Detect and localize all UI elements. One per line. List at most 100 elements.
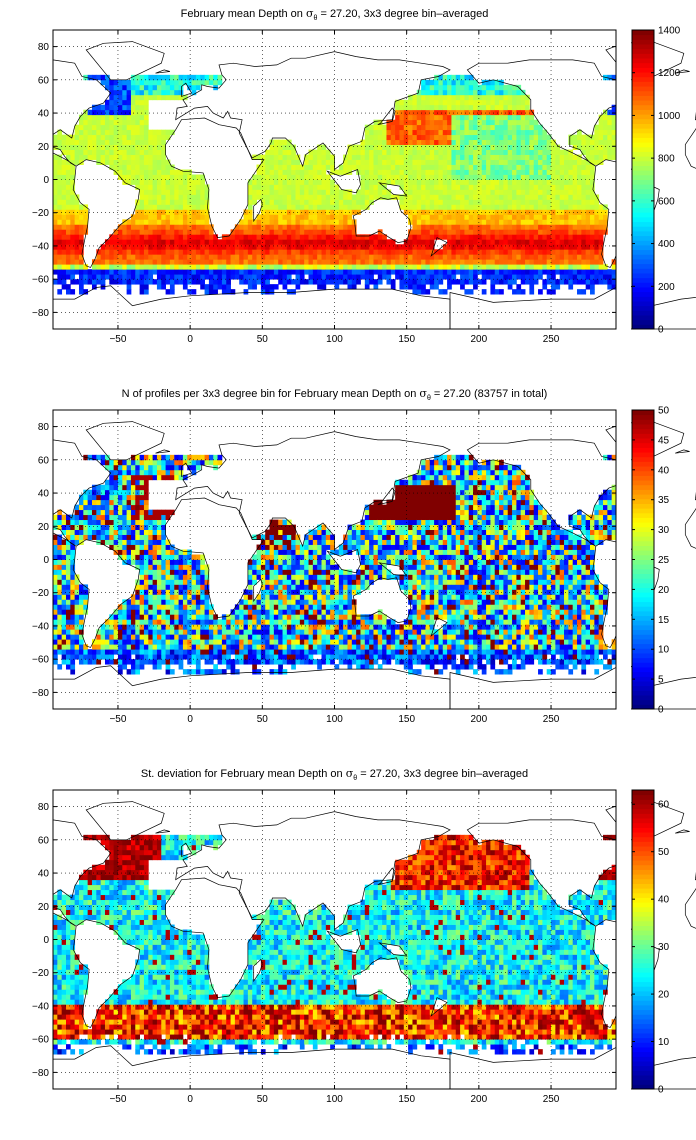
heatmap-cell xyxy=(174,639,179,645)
heatmap-cell xyxy=(416,189,422,195)
heatmap-cell xyxy=(442,259,448,265)
heatmap-cell xyxy=(78,539,84,545)
heatmap-cell xyxy=(122,239,128,245)
heatmap-cell xyxy=(78,239,84,245)
heatmap-cell xyxy=(100,154,106,160)
heatmap-cell xyxy=(204,259,210,265)
heatmap-cell xyxy=(113,99,119,106)
heatmap-cell xyxy=(57,564,63,570)
heatmap-cell xyxy=(109,534,115,540)
heatmap-cell xyxy=(191,199,197,205)
heatmap-cell xyxy=(61,659,67,665)
heatmap-cell xyxy=(438,219,444,225)
heatmap-cell xyxy=(91,639,97,645)
heatmap-cell xyxy=(100,489,106,496)
heatmap-cell xyxy=(61,569,67,575)
heatmap-cell xyxy=(143,594,149,600)
heatmap-cell xyxy=(442,184,448,190)
heatmap-cell xyxy=(161,159,166,165)
heatmap-cell xyxy=(83,214,89,220)
heatmap-cell xyxy=(53,634,58,640)
heatmap-cell xyxy=(74,129,80,136)
heatmap-cell xyxy=(369,154,374,160)
heatmap-cell xyxy=(260,219,266,225)
heatmap-cell xyxy=(126,239,132,245)
heatmap-cell xyxy=(338,224,344,230)
heatmap-cell xyxy=(130,229,136,235)
heatmap-cell xyxy=(499,79,504,86)
heatmap-cell xyxy=(61,549,67,555)
heatmap-cell xyxy=(83,599,89,605)
heatmap-cell xyxy=(451,194,457,200)
heatmap-cell xyxy=(182,564,188,570)
heatmap-cell xyxy=(451,134,457,141)
heatmap-cell xyxy=(152,189,158,195)
heatmap-cell xyxy=(460,124,465,131)
heatmap-cell xyxy=(473,189,478,195)
heatmap-cell xyxy=(169,274,175,280)
heatmap-cell xyxy=(395,194,400,200)
heatmap-cell xyxy=(438,154,444,160)
colorbar-tick-label: 1200 xyxy=(658,68,681,79)
heatmap-cell xyxy=(169,199,175,205)
heatmap-cell xyxy=(533,279,539,285)
heatmap-cell xyxy=(130,134,136,141)
heatmap-cell xyxy=(503,174,509,180)
heatmap-cell xyxy=(447,209,452,215)
heatmap-cell xyxy=(83,534,89,540)
heatmap-cell xyxy=(165,289,171,295)
heatmap-cell xyxy=(178,564,184,570)
heatmap-cell xyxy=(533,244,539,250)
heatmap-cell xyxy=(187,174,192,180)
heatmap-cell xyxy=(464,144,470,150)
heatmap-cell xyxy=(442,109,448,116)
heatmap-cell xyxy=(520,134,526,141)
heatmap-cell xyxy=(135,649,141,655)
heatmap-cell xyxy=(122,234,128,240)
heatmap-cell xyxy=(156,234,162,240)
heatmap-cell xyxy=(178,559,184,565)
heatmap-cell xyxy=(490,204,496,210)
heatmap-cell xyxy=(148,649,154,655)
heatmap-cell xyxy=(61,149,67,155)
heatmap-cell xyxy=(572,179,578,185)
heatmap-cell xyxy=(577,134,582,141)
heatmap-cell xyxy=(338,209,344,215)
heatmap-cell xyxy=(568,174,574,180)
heatmap-cell xyxy=(299,229,305,235)
heatmap-cell xyxy=(438,194,444,200)
heatmap-cell xyxy=(165,234,171,240)
heatmap-cell xyxy=(156,239,162,245)
heatmap-cell xyxy=(208,274,214,280)
heatmap-cell xyxy=(321,149,327,155)
heatmap-cell xyxy=(555,194,561,200)
heatmap-cell xyxy=(143,584,149,590)
heatmap-cell xyxy=(416,134,422,141)
heatmap-cell xyxy=(178,254,184,260)
heatmap-cell xyxy=(442,249,448,255)
heatmap-cell xyxy=(369,184,374,190)
heatmap-cell xyxy=(65,534,71,540)
heatmap-cell xyxy=(572,204,578,210)
heatmap-cell xyxy=(538,234,543,240)
heatmap-cell xyxy=(143,189,149,195)
heatmap-cell xyxy=(551,289,556,295)
heatmap-cell xyxy=(187,259,192,265)
heatmap-cell xyxy=(408,279,413,285)
heatmap-cell xyxy=(53,219,58,225)
heatmap-cell xyxy=(507,179,513,185)
heatmap-cell xyxy=(516,229,522,235)
heatmap-cell xyxy=(486,144,491,150)
heatmap-cell xyxy=(286,289,292,295)
heatmap-cell xyxy=(542,179,548,185)
heatmap-cell xyxy=(135,164,141,170)
heatmap-cell xyxy=(91,524,97,530)
heatmap-cell xyxy=(438,224,444,230)
heatmap-cell xyxy=(243,274,249,280)
heatmap-cell xyxy=(174,199,179,205)
heatmap-cell xyxy=(169,549,175,555)
heatmap-cell xyxy=(135,524,141,530)
heatmap-cell xyxy=(451,104,457,111)
heatmap-cell xyxy=(65,134,71,141)
heatmap-cell xyxy=(122,84,128,91)
